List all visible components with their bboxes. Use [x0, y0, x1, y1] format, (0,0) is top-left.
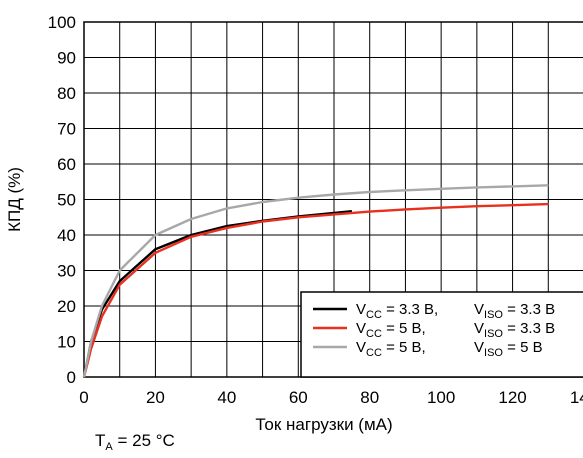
y-tick-label: 40	[57, 226, 76, 245]
x-tick-label: 0	[79, 388, 88, 407]
y-axis-label: КПД (%)	[5, 167, 24, 232]
x-tick-label: 80	[360, 388, 379, 407]
legend-label-viso: VISO = 5 В	[474, 339, 543, 359]
y-tick-label: 70	[57, 120, 76, 139]
temperature-annotation: TA = 25 °C	[95, 431, 175, 453]
legend-label-viso: VISO = 3.3 В	[474, 320, 555, 340]
y-tick-label: 90	[57, 49, 76, 68]
y-tick-label: 20	[57, 297, 76, 316]
legend-box	[300, 291, 583, 378]
x-tick-label: 100	[427, 388, 455, 407]
series-lines	[82, 184, 549, 378]
x-tick-label: 40	[217, 388, 236, 407]
y-tick-label: 30	[57, 262, 76, 281]
y-tick-label: 100	[48, 13, 76, 32]
legend-label-vcc: VCC = 3.3 В,	[356, 301, 438, 321]
legend-label-vcc: VCC = 5 В,	[356, 339, 426, 359]
annotation-sub: A	[105, 441, 113, 453]
y-tick-label: 60	[57, 155, 76, 174]
annotation-rest: = 25 °C	[113, 431, 175, 450]
legend-label-vcc: VCC = 5 В,	[356, 320, 426, 340]
tick-labels: 0 20 40 60 80 100 120 140 0 10 20 30 40 50 60 70 80 90 100	[48, 13, 583, 407]
series-line-3	[82, 184, 549, 378]
y-tick-label: 0	[67, 368, 76, 387]
x-axis-label: Ток нагрузки (мА)	[255, 415, 392, 434]
legend: VCC = 3.3 В, VISO = 3.3 В VCC = 5 В, VISO =…	[300, 291, 583, 378]
x-tick-label: 140	[570, 388, 583, 407]
y-tick-label: 80	[57, 84, 76, 103]
x-tick-label: 20	[146, 388, 165, 407]
series-line-2	[82, 202, 549, 378]
y-tick-label: 50	[57, 191, 76, 210]
y-tick-label: 10	[57, 333, 76, 352]
annotation-label: T	[95, 431, 105, 450]
legend-label-viso: VISO = 3.3 В	[474, 301, 555, 321]
x-tick-label: 120	[498, 388, 526, 407]
x-tick-label: 60	[289, 388, 308, 407]
